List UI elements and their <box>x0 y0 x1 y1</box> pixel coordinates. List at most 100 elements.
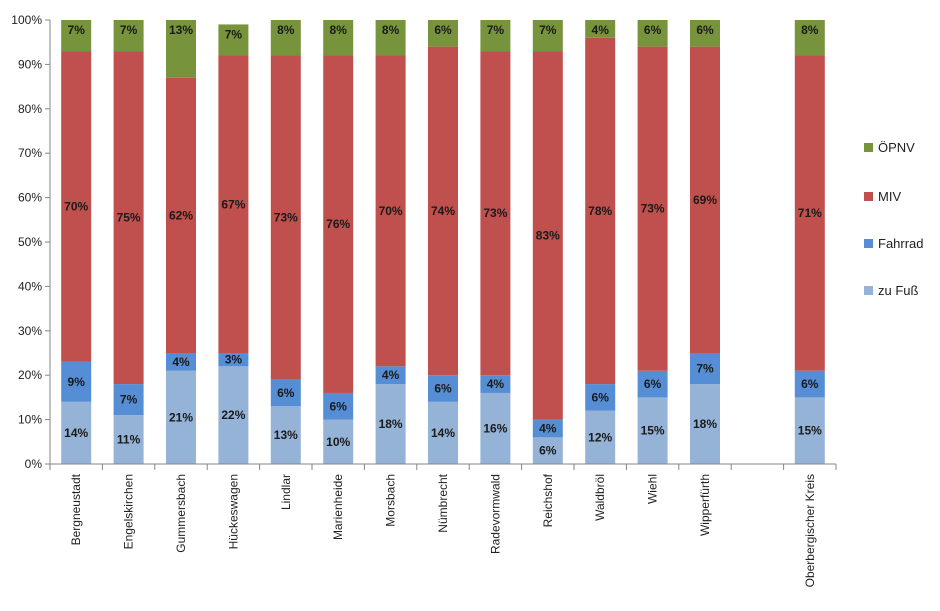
bar-segment <box>532 20 563 52</box>
bar-area: 14% 9% 70% 7% 11% 7% 75% 7% 21% 4% 62% 13% 22% 3% 67% 7… <box>61 20 825 464</box>
bar-segment <box>532 437 563 464</box>
data-label: 3% <box>225 353 243 367</box>
legend-item: Fahrrad <box>864 236 924 251</box>
data-label: 73% <box>483 206 507 220</box>
bar-stack: 12% 6% 78% 4% <box>585 20 616 464</box>
data-label: 6% <box>644 23 662 37</box>
y-tick-label: 40% <box>18 279 42 293</box>
data-label: 12% <box>588 430 612 444</box>
bar-segment <box>166 77 196 353</box>
bar-segment <box>270 406 301 464</box>
bar-segment <box>637 370 668 398</box>
y-tick-label: 90% <box>18 57 42 71</box>
legend-item: ÖPNV <box>864 140 915 155</box>
bar-stack: 6% 4% 83% 7% <box>532 20 563 464</box>
x-category-label: Gummersbach <box>174 474 188 553</box>
legend-swatch <box>864 286 873 295</box>
data-label: 4% <box>172 355 190 369</box>
data-label: 13% <box>169 23 193 37</box>
data-label: 4% <box>382 368 400 382</box>
bar-segment <box>113 415 144 464</box>
bar-segment <box>794 55 825 371</box>
x-category-label: Reichshof <box>541 473 555 527</box>
bar-segment <box>270 20 301 56</box>
bar-stack: 18% 4% 70% 8% <box>375 20 406 464</box>
legend: ÖPNV MIV Fahrrad zu Fuß <box>864 140 924 298</box>
data-label: 8% <box>382 23 400 37</box>
bar-segment <box>323 55 354 393</box>
bar-segment <box>532 419 563 438</box>
data-label: 6% <box>539 444 557 458</box>
bar-segment <box>428 20 458 47</box>
bar-segment <box>218 366 249 464</box>
bar-segment <box>585 410 616 464</box>
bar-segment <box>480 392 511 464</box>
bar-segment <box>270 379 301 407</box>
bar-stack: 21% 4% 62% 13% <box>166 20 196 464</box>
y-tick-label: 0% <box>25 457 43 471</box>
bar-segment <box>428 401 458 464</box>
data-label: 8% <box>330 23 348 37</box>
bar-stack: 13% 6% 73% 8% <box>270 20 301 464</box>
bar-segment <box>375 55 406 367</box>
data-label: 13% <box>274 428 298 442</box>
data-label: 14% <box>64 426 88 440</box>
data-label: 6% <box>330 399 348 413</box>
x-category-label: Marienheide <box>331 474 345 540</box>
bar-segment <box>794 370 825 398</box>
data-label: 74% <box>431 204 455 218</box>
data-label: 7% <box>120 393 138 407</box>
data-label: 6% <box>644 377 662 391</box>
data-label: 15% <box>641 424 665 438</box>
x-category-label: Lindlar <box>279 474 293 510</box>
data-label: 7% <box>696 362 714 376</box>
data-label: 75% <box>117 211 141 225</box>
data-label: 9% <box>68 375 86 389</box>
legend-swatch <box>864 239 873 248</box>
bar-segment <box>585 20 616 38</box>
data-label: 6% <box>434 382 452 396</box>
data-label: 70% <box>64 199 88 213</box>
bar-segment <box>585 37 616 385</box>
bar-segment <box>323 419 354 464</box>
bar-segment <box>794 397 825 464</box>
x-category-label: Wipperfürth <box>698 474 712 536</box>
bar-segment <box>375 20 406 56</box>
bar-stack: 10% 6% 76% 8% <box>323 20 354 464</box>
data-label: 8% <box>801 23 819 37</box>
y-tick-label: 60% <box>18 191 42 205</box>
bar-segment <box>585 384 616 411</box>
bar-segment <box>690 20 720 47</box>
data-label: 6% <box>592 390 610 404</box>
data-label: 73% <box>641 202 665 216</box>
bar-segment <box>480 375 511 393</box>
data-label: 21% <box>169 410 193 424</box>
data-label: 11% <box>117 433 141 447</box>
data-label: 4% <box>539 421 557 435</box>
bar-segment <box>637 397 668 464</box>
data-label: 6% <box>696 23 714 37</box>
data-label: 15% <box>798 424 822 438</box>
bar-segment <box>690 46 720 353</box>
bar-segment <box>532 51 563 420</box>
data-label: 4% <box>487 377 505 391</box>
legend-label: MIV <box>878 189 901 204</box>
bar-stack: 15% 6% 71% 8% <box>794 20 825 464</box>
bar-segment <box>61 361 92 402</box>
x-category-label: Nümbrecht <box>436 473 450 532</box>
x-category-label: Waldbröl <box>593 474 607 521</box>
bar-segment <box>428 46 458 376</box>
data-label: 69% <box>693 193 717 207</box>
data-label: 76% <box>326 217 350 231</box>
bar-segment <box>794 20 825 56</box>
bar-segment <box>375 366 406 385</box>
legend-swatch <box>864 143 873 152</box>
y-tick-label: 10% <box>18 413 42 427</box>
bar-segment <box>218 55 249 354</box>
data-label: 71% <box>798 206 822 220</box>
bar-stack: 16% 4% 73% 7% <box>480 20 511 464</box>
y-tick-label: 50% <box>18 235 42 249</box>
data-label: 83% <box>536 228 560 242</box>
bar-segment <box>113 51 144 385</box>
bar-stack: 18% 7% 69% 6% <box>690 20 720 464</box>
